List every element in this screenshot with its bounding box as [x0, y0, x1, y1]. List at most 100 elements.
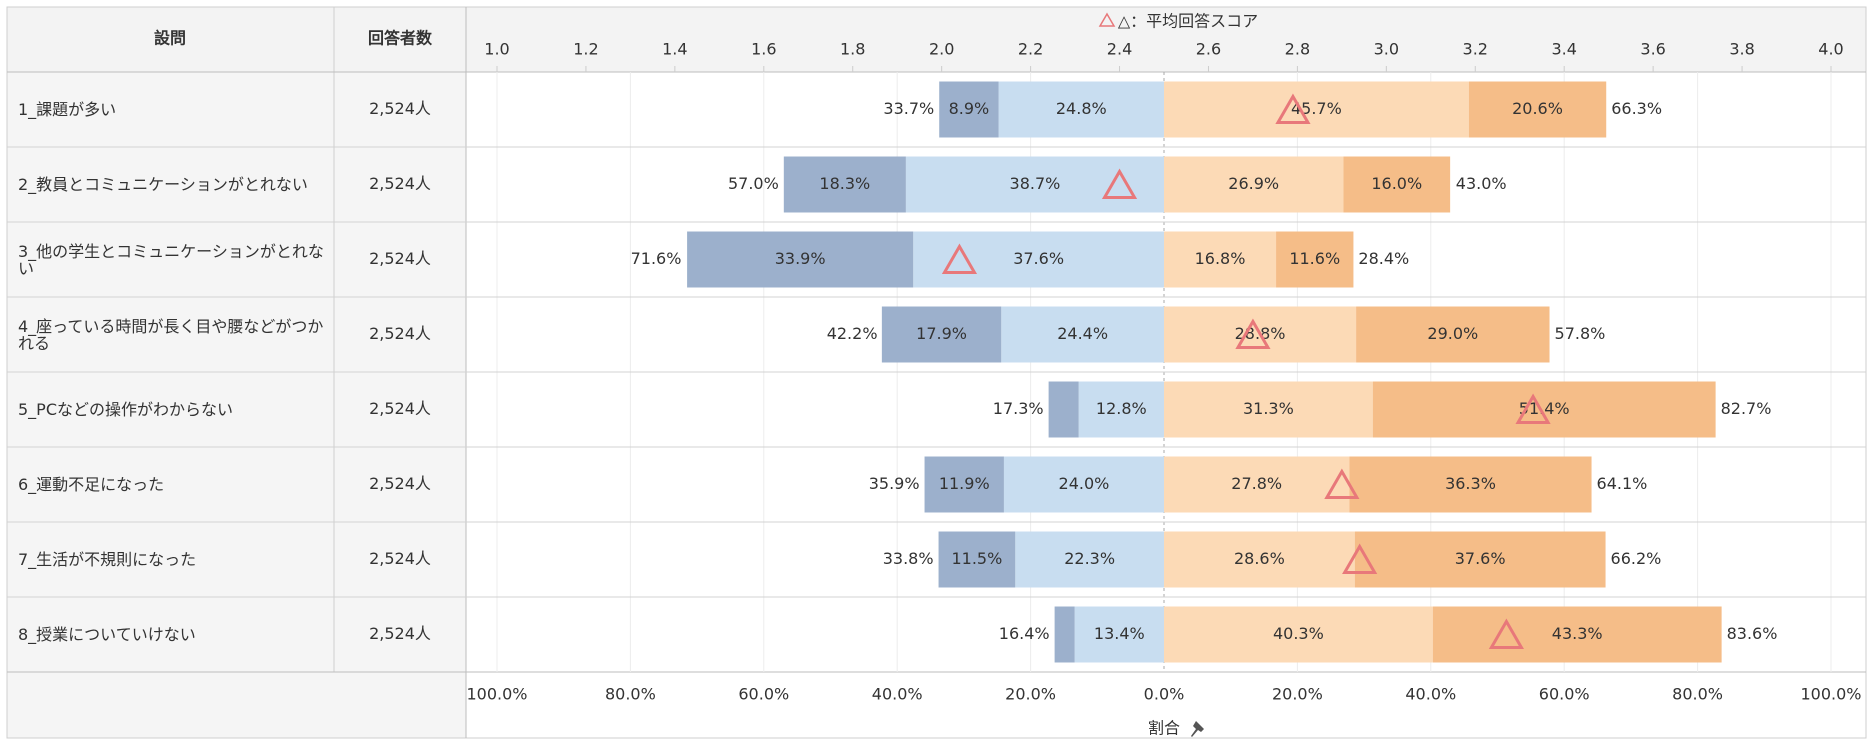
bar-segment — [1001, 306, 1164, 363]
bar-segment — [1164, 156, 1344, 213]
bar-segment — [939, 81, 999, 138]
bar-value-label: 16.0% — [1371, 174, 1422, 193]
bar-value-label: 33.9% — [775, 249, 826, 268]
bar-segment — [1354, 531, 1606, 588]
score-tick-label: 1.0 — [484, 40, 509, 59]
bar-segment — [1164, 81, 1469, 138]
bar-value-label: 24.8% — [1056, 99, 1107, 118]
score-tick-label: 1.2 — [573, 40, 598, 59]
score-tick-label: 3.8 — [1729, 40, 1754, 59]
bar-value-label: 29.0% — [1427, 324, 1478, 343]
respondent-count: 2,524人 — [369, 249, 431, 268]
respondent-count: 2,524人 — [369, 99, 431, 118]
score-tick-label: 3.6 — [1640, 40, 1665, 59]
score-tick-label: 2.4 — [1107, 40, 1132, 59]
score-marker — [1342, 543, 1378, 574]
bar-value-label: 11.5% — [951, 549, 1002, 568]
bar-value-label: 26.9% — [1228, 174, 1279, 193]
bar-segment — [881, 306, 1002, 363]
category-label: 8_授業についていけない — [18, 625, 196, 644]
bar-value-label: 24.0% — [1059, 474, 1110, 493]
respondent-count: 2,524人 — [369, 399, 431, 418]
x-tick-label: 60.0% — [1539, 685, 1590, 704]
score-tick-label: 3.4 — [1551, 40, 1576, 59]
bar-segment — [1003, 456, 1164, 513]
score-tick-label: 1.6 — [751, 40, 776, 59]
bar-segment — [1356, 306, 1550, 363]
bar-value-label: 27.8% — [1231, 474, 1282, 493]
bar-value-label: 40.3% — [1273, 624, 1324, 643]
bar-segment — [1164, 231, 1277, 288]
bar-value-label: 51.4% — [1519, 399, 1570, 418]
bar-segment — [1054, 606, 1075, 663]
score-marker — [1515, 393, 1551, 424]
score-tick-label: 3.2 — [1463, 40, 1488, 59]
bar-segment — [1343, 156, 1451, 213]
x-axis-title: 割合 — [1148, 719, 1180, 738]
x-tick-label: 80.0% — [605, 685, 656, 704]
legend-marker — [1098, 12, 1116, 27]
score-tick-label: 1.8 — [840, 40, 865, 59]
x-tick-label: 100.0% — [1800, 685, 1861, 704]
bar-segment — [1164, 381, 1373, 438]
bar-segment — [1164, 531, 1355, 588]
bar-segment — [905, 156, 1164, 213]
bar-segment — [1468, 81, 1607, 138]
x-tick-label: 0.0% — [1144, 685, 1185, 704]
bar-segment — [1432, 606, 1722, 663]
bar-segment — [1349, 456, 1592, 513]
x-tick-label: 40.0% — [1405, 685, 1456, 704]
bar-value-label: 16.8% — [1195, 249, 1246, 268]
bar-segment — [1015, 531, 1164, 588]
total-label: 17.3% — [993, 399, 1044, 418]
x-tick-label: 40.0% — [872, 685, 923, 704]
bar-value-label: 12.8% — [1096, 399, 1147, 418]
respondent-count: 2,524人 — [369, 324, 431, 343]
total-label: 66.3% — [1611, 99, 1662, 118]
category-label: 1_課題が多い — [18, 100, 117, 119]
bar-value-label: 37.6% — [1013, 249, 1064, 268]
score-marker — [941, 243, 978, 274]
bar-value-label: 38.7% — [1010, 174, 1061, 193]
bar-segment — [687, 231, 914, 288]
bar-value-label: 43.3% — [1552, 624, 1603, 643]
score-tick-label: 2.6 — [1196, 40, 1221, 59]
bar-segment — [783, 156, 906, 213]
score-tick-label: 1.4 — [662, 40, 687, 59]
total-label: 43.0% — [1456, 174, 1507, 193]
bar-value-label: 17.9% — [916, 324, 967, 343]
bar-value-label: 37.6% — [1455, 549, 1506, 568]
bar-segment — [1078, 381, 1164, 438]
x-tick-label: 80.0% — [1672, 685, 1723, 704]
bar-segment — [1164, 456, 1350, 513]
total-label: 57.0% — [728, 174, 779, 193]
score-marker — [1275, 93, 1311, 124]
score-tick-label: 4.0 — [1818, 40, 1843, 59]
respondent-count: 2,524人 — [369, 624, 431, 643]
score-marker — [1101, 168, 1138, 199]
category-label: 3_他の学生とコミュニケーションがとれない — [18, 241, 324, 278]
bar-value-label: 31.3% — [1243, 399, 1294, 418]
bar-segment — [1074, 606, 1164, 663]
bar-value-label: 20.6% — [1512, 99, 1563, 118]
score-legend: △：平均回答スコア — [1118, 12, 1258, 31]
bar-segment — [1372, 381, 1716, 438]
respondent-count: 2,524人 — [369, 474, 431, 493]
bar-segment — [913, 231, 1164, 288]
score-tick-label: 2.8 — [1285, 40, 1310, 59]
bar-value-label: 36.3% — [1445, 474, 1496, 493]
x-tick-label: 20.0% — [1272, 685, 1323, 704]
total-label: 16.4% — [999, 624, 1050, 643]
score-tick-label: 2.0 — [929, 40, 954, 59]
total-label: 82.7% — [1721, 399, 1772, 418]
bar-value-label: 24.4% — [1057, 324, 1108, 343]
bar-value-label: 18.3% — [819, 174, 870, 193]
total-label: 64.1% — [1597, 474, 1648, 493]
x-tick-label: 20.0% — [1005, 685, 1056, 704]
category-label: 7_生活が不規則になった — [18, 550, 197, 569]
bar-value-label: 11.9% — [939, 474, 990, 493]
total-label: 33.8% — [883, 549, 934, 568]
score-tick-label: 3.0 — [1374, 40, 1399, 59]
